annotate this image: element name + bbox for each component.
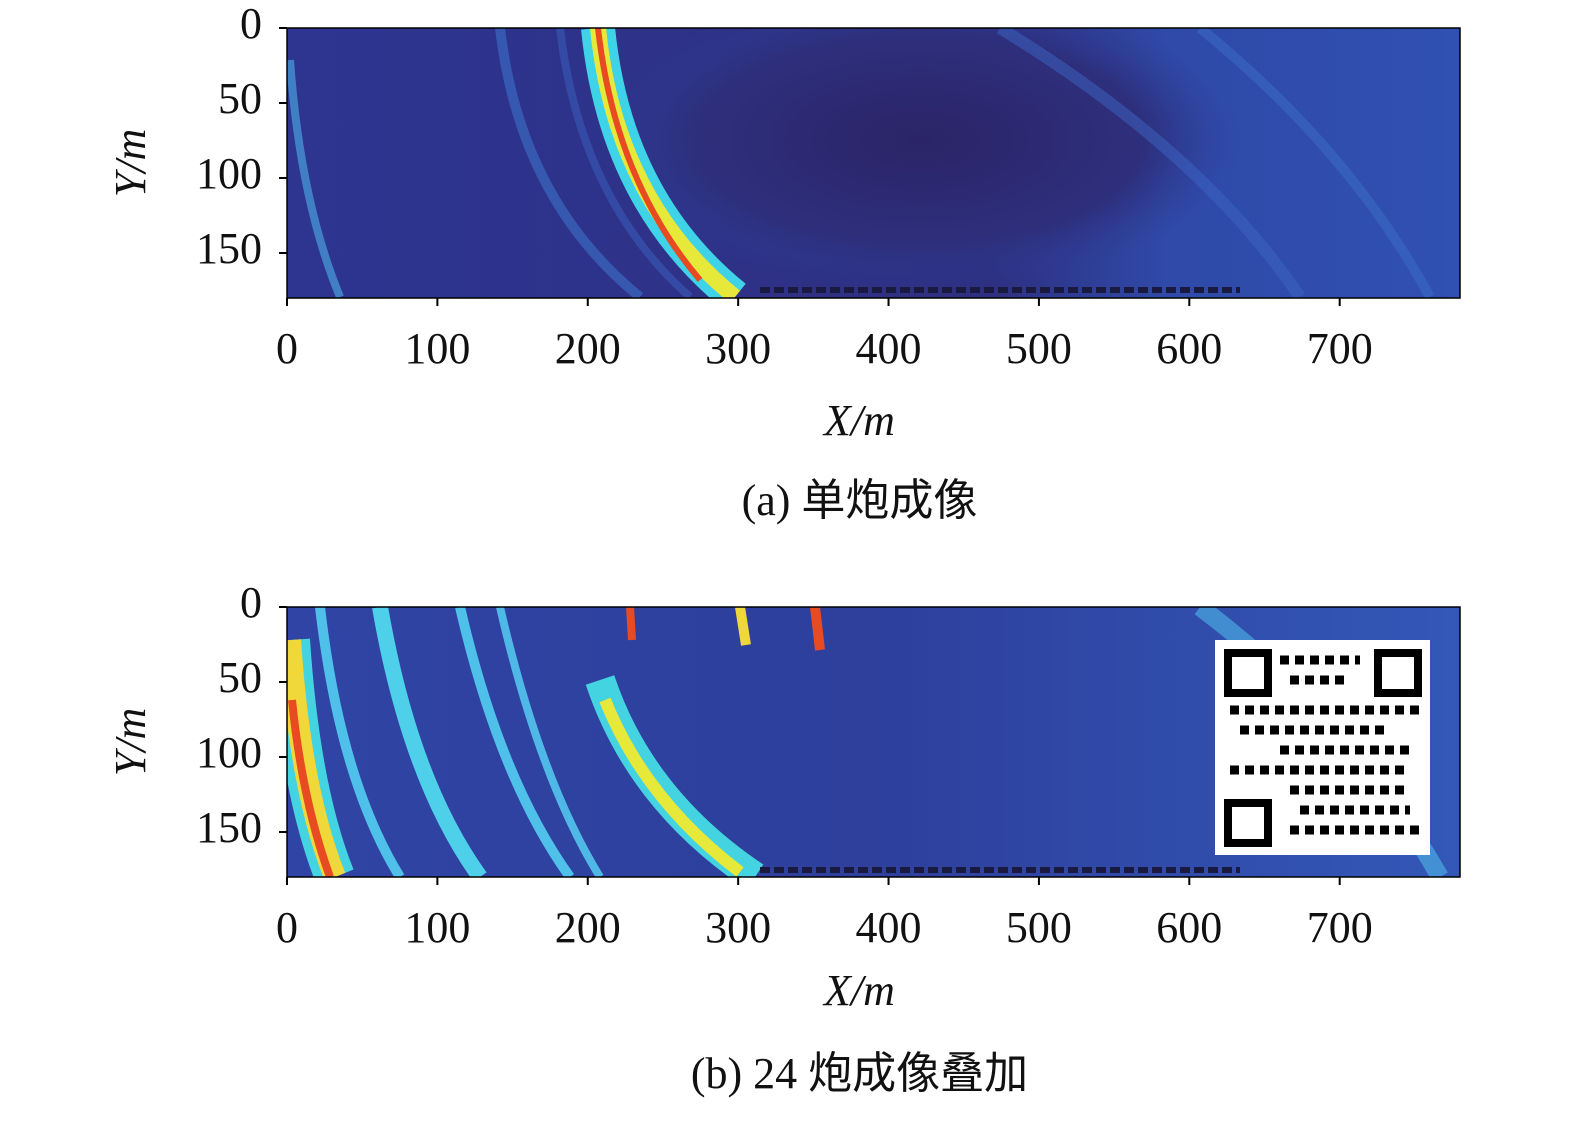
axes (279, 27, 1341, 885)
y-tick-label: 100 (196, 728, 262, 777)
plot-frame (286, 27, 1461, 299)
y-tick-label: 50 (218, 74, 262, 123)
x-tick-label: 100 (404, 903, 470, 952)
x-tick-label: 600 (1156, 903, 1222, 952)
y-tick-label: 50 (218, 653, 262, 702)
x-tick-label: 300 (705, 903, 771, 952)
y-axis-label: Y/m (106, 708, 155, 776)
x-tick-label: 300 (705, 324, 771, 373)
x-tick-label: 200 (555, 324, 621, 373)
x-axis-label: X/m (822, 396, 895, 445)
x-tick-label: 700 (1307, 324, 1373, 373)
y-tick-label: 150 (196, 803, 262, 852)
x-tick-label: 500 (1006, 324, 1072, 373)
x-tick-label: 0 (276, 324, 298, 373)
y-tick-label: 0 (240, 578, 262, 627)
heatmap-image (287, 28, 1460, 298)
y-tick-label: 0 (240, 0, 262, 48)
y-axis-label: Y/m (106, 129, 155, 197)
x-tick-label: 500 (1006, 903, 1072, 952)
y-tick-label: 150 (196, 224, 262, 273)
x-tick-label: 400 (856, 903, 922, 952)
x-tick-label: 600 (1156, 324, 1222, 373)
x-tick-label: 200 (555, 903, 621, 952)
x-tick-label: 700 (1307, 903, 1373, 952)
plot-frame (286, 606, 1461, 878)
caption: (b) 24 炮成像叠加 (691, 1049, 1028, 1098)
y-tick-label: 100 (196, 149, 262, 198)
x-tick-label: 0 (276, 903, 298, 952)
heatmap-image (287, 607, 1460, 877)
x-tick-label: 100 (404, 324, 470, 373)
x-axis-label: X/m (822, 966, 895, 1015)
caption: (a) 单炮成像 (742, 476, 978, 525)
x-tick-label: 400 (856, 324, 922, 373)
